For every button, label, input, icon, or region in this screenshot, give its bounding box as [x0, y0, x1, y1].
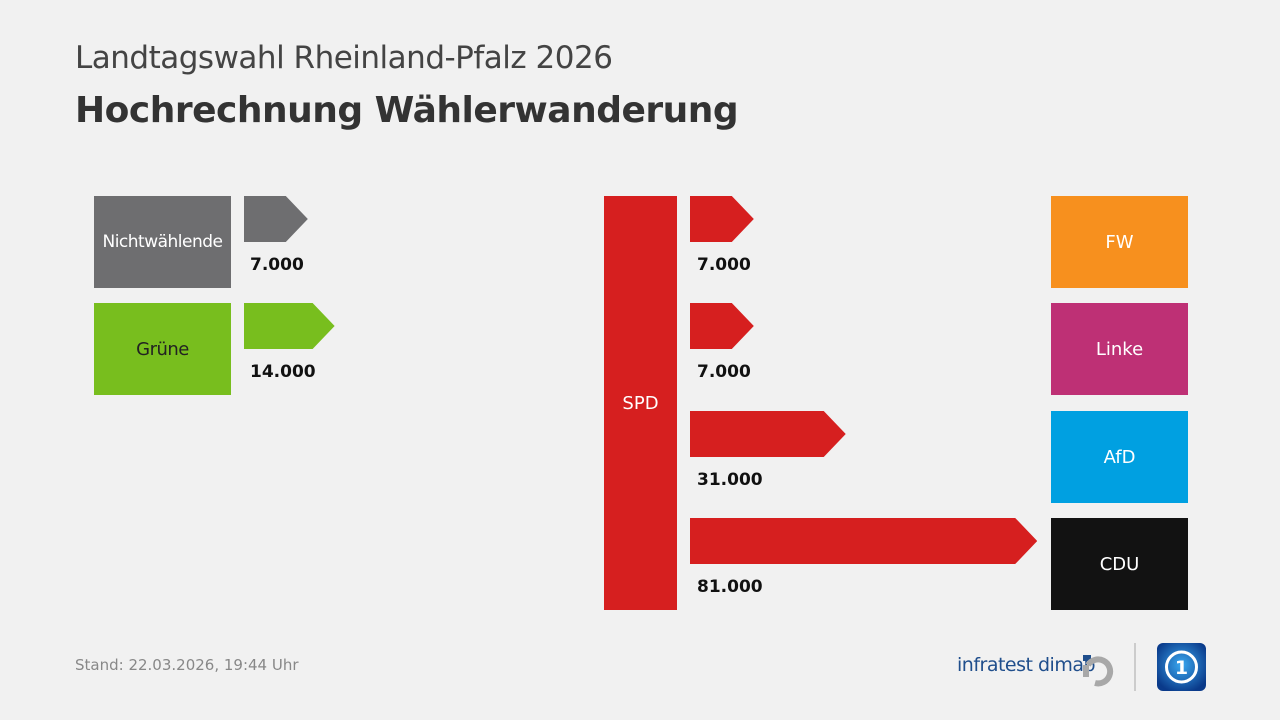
party-bar-spd: SPD — [604, 196, 677, 610]
svg-text:1: 1 — [1175, 657, 1188, 679]
flow-value: 14.000 — [250, 362, 316, 382]
party-box-afd: AfD — [1051, 411, 1188, 503]
party-box-fw: FW — [1051, 196, 1188, 288]
flow-value: 7.000 — [250, 255, 304, 275]
flow-arrow — [690, 303, 754, 349]
party-box-nichtwählende: Nichtwählende — [94, 196, 231, 288]
party-box-cdu: CDU — [1051, 518, 1188, 610]
flow-value: 81.000 — [697, 577, 763, 597]
timestamp: Stand: 22.03.2026, 19:44 Uhr — [75, 656, 299, 674]
infratest-dimap-icon — [1083, 655, 1114, 687]
infratest-dimap-logo: infratest dimap — [957, 654, 1096, 676]
flow-value: 7.000 — [697, 255, 751, 275]
flow-value: 7.000 — [697, 362, 751, 382]
flow-arrow — [690, 196, 754, 242]
supertitle: Landtagswahl Rheinland-Pfalz 2026 — [75, 40, 613, 76]
flow-value: 31.000 — [697, 470, 763, 490]
flow-arrow — [690, 518, 1038, 564]
party-box-linke: Linke — [1051, 303, 1188, 395]
party-box-grüne: Grüne — [94, 303, 231, 395]
flow-arrow — [244, 196, 308, 242]
flow-arrow — [244, 303, 335, 349]
flow-arrow — [690, 411, 846, 457]
divider — [1134, 643, 1136, 691]
page-title: Hochrechnung Wählerwanderung — [75, 90, 739, 131]
tagesschau-logo-icon: 1 — [1157, 643, 1206, 691]
